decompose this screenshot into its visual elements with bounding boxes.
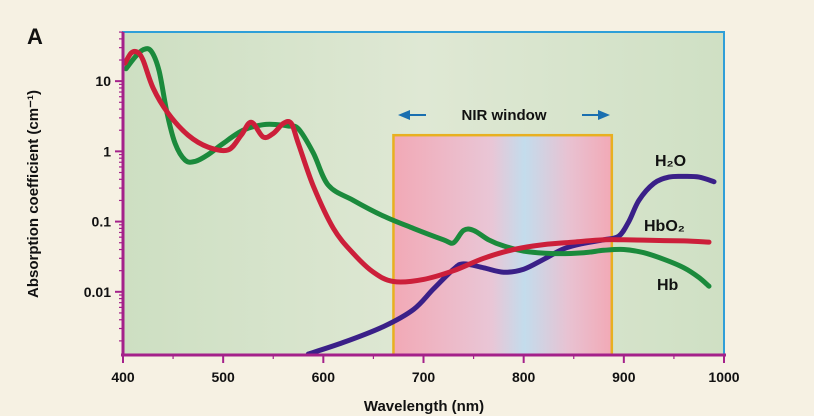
series-line-hb	[123, 46, 712, 289]
series-line-hbo	[122, 48, 712, 285]
label-hb: Hb	[657, 277, 679, 294]
x-tick-label: 1000	[708, 369, 739, 385]
x-axis-title: Wavelength (nm)	[364, 398, 484, 415]
y-tick-label: 1	[103, 143, 111, 159]
x-tick-label: 400	[111, 369, 135, 385]
panel-label: A	[27, 24, 43, 49]
nir-window-label: NIR window	[462, 107, 547, 124]
nir-window-annotation: NIR window	[398, 107, 610, 124]
label-h2o: H₂O	[655, 153, 686, 170]
y-tick-label: 0.01	[84, 284, 111, 300]
x-tick-label: 600	[312, 369, 336, 385]
nir-arrow-right-icon	[598, 110, 610, 120]
x-tick-label: 900	[612, 369, 636, 385]
y-tick-label: 10	[95, 73, 111, 89]
x-tick-label: 700	[412, 369, 436, 385]
x-ticks: 400 500 600 700 800 900 1000	[111, 355, 740, 385]
series-layer	[122, 46, 717, 357]
y-ticks: 10 1 0.1 0.01	[84, 31, 123, 342]
x-tick-label: 500	[211, 369, 235, 385]
y-axis-title: Absorption coefficient (cm⁻¹)	[25, 90, 42, 298]
x-tick-label: 800	[512, 369, 536, 385]
nir-arrow-left-icon	[398, 110, 410, 120]
label-hbo2: HbO₂	[644, 218, 685, 235]
y-tick-label: 0.1	[92, 214, 112, 230]
